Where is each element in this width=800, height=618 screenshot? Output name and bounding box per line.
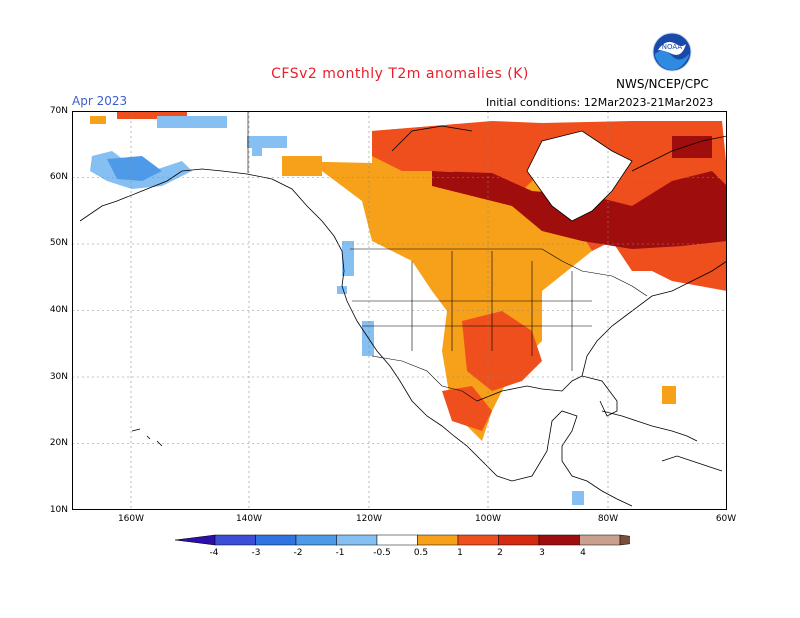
lat-label: 40N bbox=[49, 305, 68, 315]
lat-label: 30N bbox=[49, 372, 68, 382]
agency-label: NWS/NCEP/CPC bbox=[616, 77, 709, 91]
colorbar-label: 4 bbox=[580, 548, 586, 558]
lat-label: 20N bbox=[49, 438, 68, 448]
colorbar-end-low bbox=[174, 534, 216, 546]
colorbar-label: 1 bbox=[457, 548, 463, 558]
valid-month-label: Apr 2023 bbox=[72, 94, 128, 108]
lon-label: 160W bbox=[117, 514, 145, 524]
colorbar-swatch bbox=[457, 534, 499, 546]
svg-text:NOAA: NOAA bbox=[662, 43, 683, 51]
colorbar-swatch bbox=[417, 534, 459, 546]
colorbar-label: 0.5 bbox=[413, 548, 429, 558]
lon-label: 80W bbox=[597, 514, 619, 524]
lat-label: 60N bbox=[49, 172, 68, 182]
lon-label: 120W bbox=[355, 514, 383, 524]
noaa-logo: NOAA bbox=[652, 32, 692, 72]
colorbar-end-high bbox=[619, 534, 630, 546]
lat-label: 70N bbox=[49, 106, 68, 116]
lon-label: 100W bbox=[474, 514, 502, 524]
colorbar-label: -4 bbox=[209, 548, 219, 558]
colorbar-swatch bbox=[295, 534, 337, 546]
anomaly-map bbox=[72, 111, 727, 510]
colorbar bbox=[174, 534, 630, 546]
graticule bbox=[72, 111, 727, 510]
hudson-bay bbox=[527, 131, 632, 221]
colorbar-swatch bbox=[336, 534, 378, 546]
colorbar-swatch bbox=[214, 534, 256, 546]
colorbar-label: -0.5 bbox=[373, 548, 391, 558]
colorbar-label: 2 bbox=[497, 548, 503, 558]
coastlines bbox=[79, 125, 727, 507]
colorbar-swatch bbox=[579, 534, 621, 546]
colorbar-swatch bbox=[376, 534, 418, 546]
initial-conditions-label: Initial conditions: 12Mar2023-21Mar2023 bbox=[486, 96, 714, 109]
colorbar-label: -1 bbox=[335, 548, 345, 558]
political-borders bbox=[247, 111, 648, 402]
lon-label: 60W bbox=[715, 514, 737, 524]
colorbar-swatch bbox=[498, 534, 540, 546]
colorbar-label: -2 bbox=[293, 548, 303, 558]
colorbar-swatch bbox=[255, 534, 297, 546]
lat-label: 50N bbox=[49, 238, 68, 248]
lon-label: 140W bbox=[235, 514, 263, 524]
lat-label: 10N bbox=[49, 505, 68, 515]
colorbar-label: 3 bbox=[539, 548, 545, 558]
colorbar-label: -3 bbox=[251, 548, 261, 558]
chart-title: CFSv2 monthly T2m anomalies (K) bbox=[271, 66, 529, 82]
colorbar-swatch bbox=[538, 534, 580, 546]
